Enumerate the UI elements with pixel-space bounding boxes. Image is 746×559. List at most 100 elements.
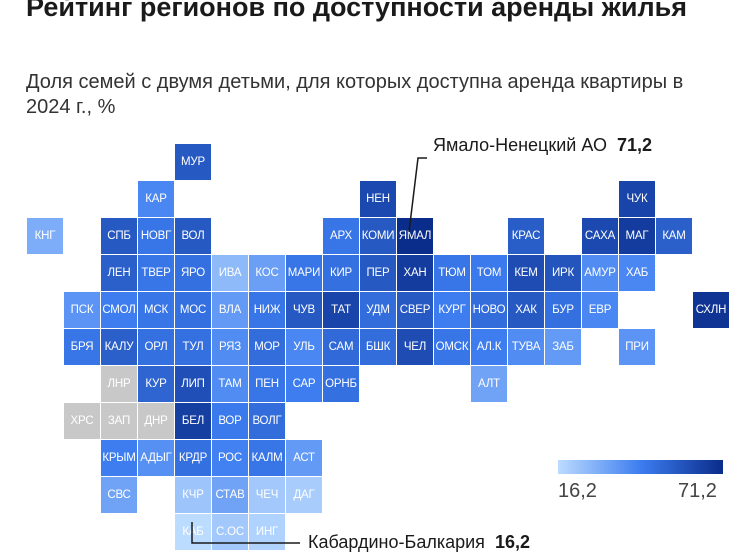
region-tile: АСТ	[286, 440, 322, 476]
region-tile: ОРНБ	[323, 366, 359, 402]
region-tile: ХАК	[508, 292, 544, 328]
page-subtitle: Доля семей с двумя детьми, для которых д…	[26, 71, 684, 118]
region-tile: ЧЕЧ	[249, 477, 285, 513]
region-tile: БУР	[545, 292, 581, 328]
region-tile: ХАБ	[619, 255, 655, 291]
region-tile: РОС	[212, 440, 248, 476]
region-tile: БШК	[360, 329, 396, 365]
region-tile: УДМ	[360, 292, 396, 328]
region-tile: ЛНР	[101, 366, 137, 402]
legend-gradient	[558, 460, 723, 474]
region-tile: БЕЛ	[175, 403, 211, 439]
callout-line-bottom	[191, 522, 300, 544]
callout-line-top	[408, 157, 427, 233]
region-tile: ВЛА	[212, 292, 248, 328]
callout-top: Ямало-Ненецкий АО 71,2	[433, 135, 652, 156]
region-tile: СТАВ	[212, 477, 248, 513]
callout-bottom: Кабардино-Балкария 16,2	[308, 532, 530, 553]
region-tile: ТОМ	[471, 255, 507, 291]
region-tile: ТУВА	[508, 329, 544, 365]
region-tile: УЛЬ	[286, 329, 322, 365]
page-title: Рейтинг регионов по доступности аренды ж…	[26, 0, 687, 22]
region-tile: ПРИ	[619, 329, 655, 365]
region-tile: ЗАП	[101, 403, 137, 439]
region-tile: ЯРО	[175, 255, 211, 291]
region-tile: ВОЛГ	[249, 403, 285, 439]
region-tile: КАЛМ	[249, 440, 285, 476]
region-tile: КЕМ	[508, 255, 544, 291]
region-tile: МОР	[249, 329, 285, 365]
callout-top-region: Ямало-Ненецкий АО	[433, 135, 607, 155]
region-tile: ОРЛ	[138, 329, 174, 365]
region-tile: ВОР	[212, 403, 248, 439]
region-tile: САР	[286, 366, 322, 402]
region-tile: МСК	[138, 292, 174, 328]
region-tile: ПСК	[64, 292, 100, 328]
region-tile: АЛТ	[471, 366, 507, 402]
region-tile: КРАС	[508, 218, 544, 254]
region-tile: РЯЗ	[212, 329, 248, 365]
region-tile: ХАН	[397, 255, 433, 291]
region-tile: С.ОС	[212, 514, 248, 550]
region-tile: ЯМАЛ	[397, 218, 433, 254]
callout-bottom-value: 16,2	[494, 532, 530, 552]
region-tile: КРДР	[175, 440, 211, 476]
region-tile: АРХ	[323, 218, 359, 254]
region-tile: МУР	[175, 144, 211, 180]
region-tile: ОМСК	[434, 329, 470, 365]
region-tile: ТАМ	[212, 366, 248, 402]
region-tile: ЕВР	[582, 292, 618, 328]
region-tile: КАБ	[175, 514, 211, 550]
region-tile: ТВЕР	[138, 255, 174, 291]
region-tile: КУР	[138, 366, 174, 402]
region-tile: НОВГ	[138, 218, 174, 254]
region-tile: СПБ	[101, 218, 137, 254]
region-tile: СВЕР	[397, 292, 433, 328]
region-tile: ЗАБ	[545, 329, 581, 365]
region-tile: ЛЕН	[101, 255, 137, 291]
region-tile: КИР	[323, 255, 359, 291]
region-tile: КАР	[138, 181, 174, 217]
region-tile: САМ	[323, 329, 359, 365]
region-tile: ТУЛ	[175, 329, 211, 365]
region-tile: САХА	[582, 218, 618, 254]
region-tile: КОМИ	[360, 218, 396, 254]
region-tile: ВОЛ	[175, 218, 211, 254]
region-tile: СВС	[101, 477, 137, 513]
legend-max-label: 71,2	[678, 480, 717, 502]
region-tile: ЛИП	[175, 366, 211, 402]
region-tile: МОС	[175, 292, 211, 328]
region-tile: ПЕН	[249, 366, 285, 402]
region-tile: ПЕР	[360, 255, 396, 291]
region-tile: ЧУВ	[286, 292, 322, 328]
region-tile: КРЫМ	[101, 440, 137, 476]
region-tile: ИНГ	[249, 514, 285, 550]
region-tile: ИВА	[212, 255, 248, 291]
callout-top-value: 71,2	[616, 135, 653, 155]
region-tile: ТАТ	[323, 292, 359, 328]
callout-bottom-region: Кабардино-Балкария	[308, 532, 485, 552]
region-tile: НОВО	[471, 292, 507, 328]
region-tile: ЧУК	[619, 181, 655, 217]
region-tile: КУРГ	[434, 292, 470, 328]
region-tile: СХЛН	[693, 292, 729, 328]
region-tile: КАМ	[656, 218, 692, 254]
legend-min-label: 16,2	[558, 480, 597, 502]
region-tile: КНГ	[27, 218, 63, 254]
region-tile: АМУР	[582, 255, 618, 291]
region-tile: БРЯ	[64, 329, 100, 365]
region-tile: АДЫГ	[138, 440, 174, 476]
region-tile: КАЛУ	[101, 329, 137, 365]
region-tile: КОС	[249, 255, 285, 291]
region-tile: ИРК	[545, 255, 581, 291]
region-tile: НЕН	[360, 181, 396, 217]
region-tile: КЧР	[175, 477, 211, 513]
region-tile: НИЖ	[249, 292, 285, 328]
region-tile: ДНР	[138, 403, 174, 439]
region-tile: МАРИ	[286, 255, 322, 291]
region-tile: ХРС	[64, 403, 100, 439]
region-tile: АЛ.К	[471, 329, 507, 365]
region-tile: ЧЕЛ	[397, 329, 433, 365]
